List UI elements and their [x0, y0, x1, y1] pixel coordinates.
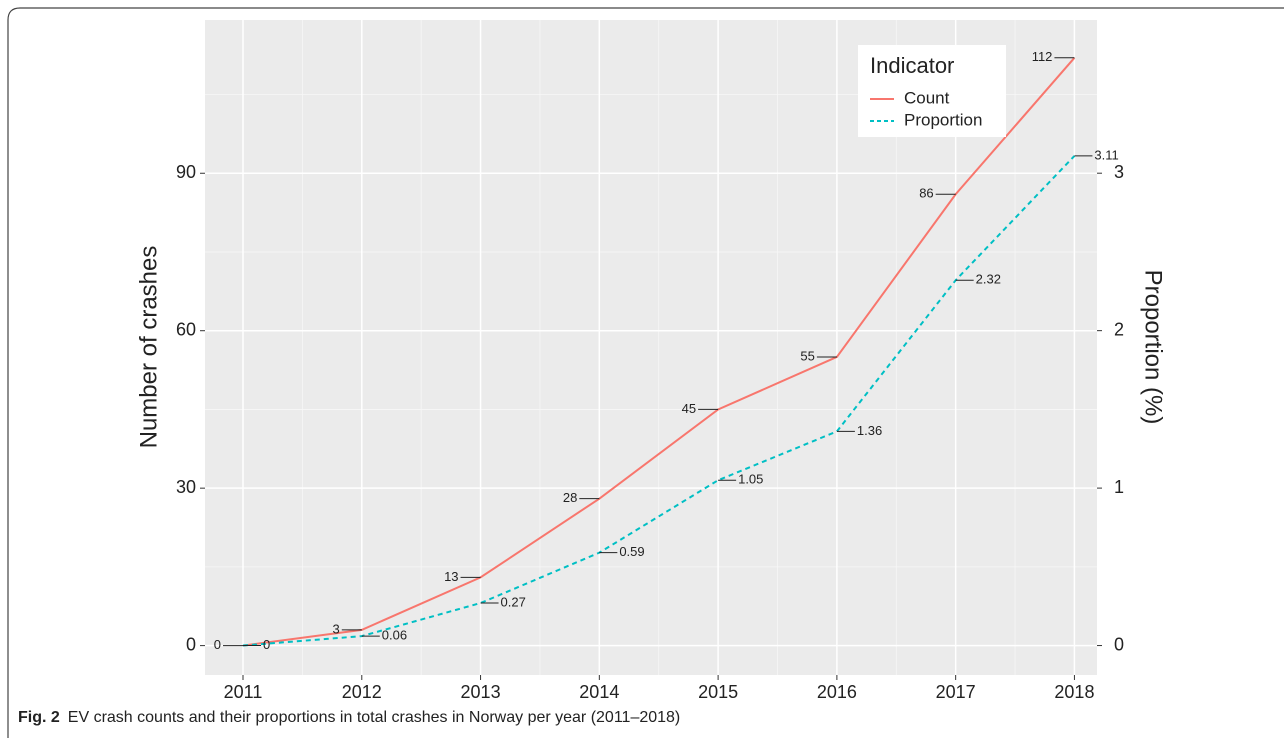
caption-label: Fig. 2 — [18, 709, 60, 726]
x-tick-label: 2012 — [342, 682, 382, 702]
data-label: 45 — [682, 401, 696, 416]
y2-tick-label: 1 — [1114, 477, 1124, 497]
data-label: 55 — [800, 348, 814, 363]
line-1 — [242, 155, 1076, 647]
data-label: 0 — [263, 637, 270, 652]
y-tick-label: 60 — [176, 319, 196, 339]
legend-title: Indicator — [870, 53, 954, 78]
y-axis-title: Number of crashes — [135, 246, 162, 449]
data-label: 2.32 — [976, 272, 1001, 287]
data-label: 0.27 — [501, 594, 526, 609]
legend-label: Count — [904, 88, 950, 107]
y2-axis-title: Proportion (%) — [1140, 270, 1167, 425]
legend: Indicator Count Proportion — [858, 45, 1006, 137]
data-label: 13 — [444, 569, 458, 584]
y-tick-label: 30 — [176, 477, 196, 497]
data-label: 112 — [1032, 49, 1053, 64]
caption-text: EV crash counts and their proportions in… — [68, 709, 680, 726]
y2-tick-label: 0 — [1114, 634, 1124, 654]
x-tick-label: 2015 — [698, 682, 738, 702]
frame — [7, 7, 1284, 738]
y-tick-label: 90 — [176, 162, 196, 182]
legend-box — [858, 45, 1006, 137]
data-label: 0 — [214, 637, 221, 652]
data-label: 3 — [333, 621, 340, 636]
data-label: 28 — [563, 490, 577, 505]
x-tick-label: 2013 — [461, 682, 501, 702]
x-tick-label: 2016 — [817, 682, 857, 702]
data-label: 1.36 — [857, 423, 882, 438]
data-label: 1.05 — [738, 472, 763, 487]
data-label: 0.59 — [619, 544, 644, 559]
x-tick-label: 2011 — [224, 682, 263, 702]
x-tick-label: 2017 — [936, 682, 976, 702]
grid — [205, 20, 1097, 675]
y2-tick-label: 2 — [1114, 319, 1124, 339]
caption: Fig. 2 EV crash counts and their proporti… — [18, 709, 680, 726]
line-0 — [242, 57, 1076, 647]
data-label: 0.06 — [382, 628, 407, 643]
data-label: 86 — [919, 186, 933, 201]
y2-tick-label: 3 — [1114, 162, 1124, 182]
data-label: 3.11 — [1094, 147, 1118, 162]
legend-label: Proportion — [904, 110, 982, 129]
x-tick-label: 2018 — [1054, 682, 1094, 702]
y-tick-label: 0 — [186, 634, 196, 654]
x-tick-label: 2014 — [579, 682, 619, 702]
